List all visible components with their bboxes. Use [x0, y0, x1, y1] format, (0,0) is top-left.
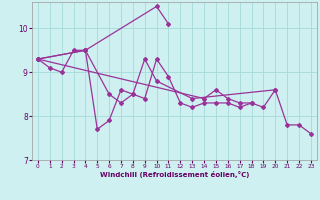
X-axis label: Windchill (Refroidissement éolien,°C): Windchill (Refroidissement éolien,°C): [100, 171, 249, 178]
